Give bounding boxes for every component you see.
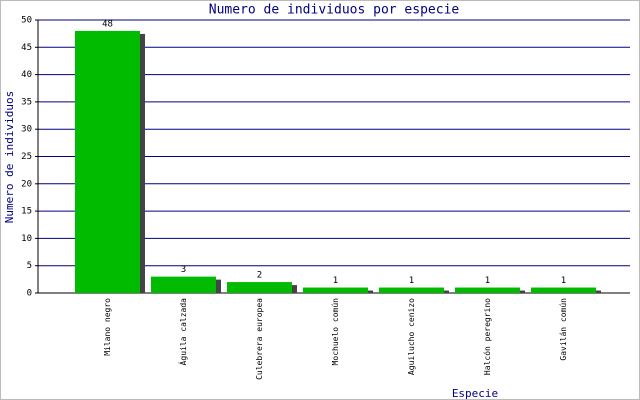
data-label: 1 xyxy=(561,276,566,286)
x-axis-title: Especie xyxy=(452,387,498,400)
y-tick-label: 15 xyxy=(21,207,32,217)
y-tick-label: 5 xyxy=(27,261,32,271)
y-tick-label: 45 xyxy=(21,43,32,53)
x-tick-label: Halcón peregrino xyxy=(482,298,492,375)
bar xyxy=(531,287,596,293)
y-tick-label: 35 xyxy=(21,97,32,107)
x-tick-label: Aguilucho cenizo xyxy=(407,298,416,375)
x-tick-label: Culebrera europea xyxy=(255,298,264,380)
x-tick-label: Milano negro xyxy=(103,298,112,356)
y-tick-label: 0 xyxy=(27,289,32,299)
data-label: 3 xyxy=(181,265,186,275)
data-label: 1 xyxy=(409,276,414,286)
y-tick-label: 20 xyxy=(21,179,32,189)
x-tick-label: Águila calzada xyxy=(177,298,188,366)
y-tick-label: 10 xyxy=(21,234,32,244)
data-label: 1 xyxy=(485,276,490,286)
y-axis-title: Numero de individuos xyxy=(3,91,16,223)
y-tick-label: 30 xyxy=(21,125,32,135)
bar xyxy=(303,287,368,293)
y-tick-label: 40 xyxy=(21,70,32,80)
bar xyxy=(227,282,292,293)
x-tick-label: Mochuelo común xyxy=(331,298,340,366)
bar xyxy=(379,287,444,293)
chart-title: Numero de individuos por especie xyxy=(209,3,460,18)
bar xyxy=(455,287,520,293)
data-label: 1 xyxy=(333,276,338,286)
y-tick-label: 50 xyxy=(21,16,32,26)
data-label: 48 xyxy=(102,19,113,29)
bar xyxy=(75,30,140,293)
data-label: 2 xyxy=(257,271,262,281)
y-tick-label: 25 xyxy=(21,152,32,162)
bar xyxy=(151,276,216,293)
x-tick-label: Gavilán común xyxy=(559,298,568,361)
